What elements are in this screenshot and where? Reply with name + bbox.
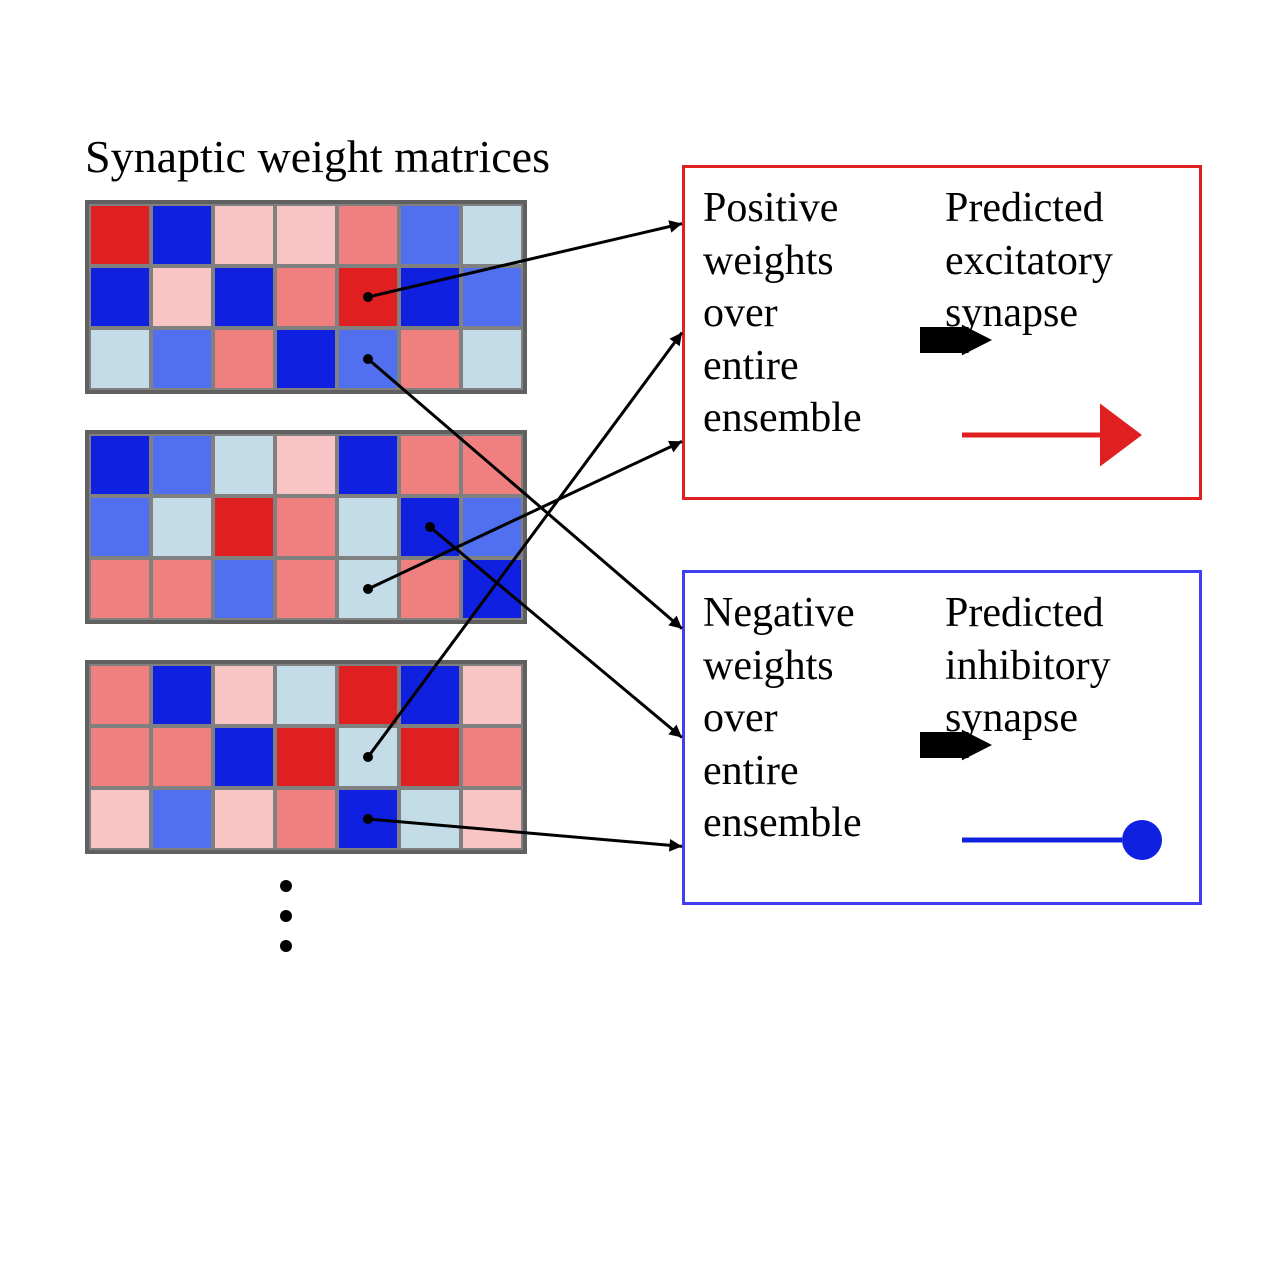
matrix-cell (399, 496, 461, 558)
matrix-cell (275, 496, 337, 558)
matrix-cell (461, 496, 523, 558)
matrix-cell (89, 558, 151, 620)
matrix-cell (399, 726, 461, 788)
matrix-cell (151, 496, 213, 558)
matrix-cell (337, 664, 399, 726)
matrix-cell (461, 558, 523, 620)
matrix-cell (337, 266, 399, 328)
positive-right-text: Predicted excitatory synapse (945, 182, 1113, 340)
matrix-cell (275, 204, 337, 266)
matrix-cell (89, 204, 151, 266)
matrix-cell (399, 266, 461, 328)
matrix-cell (213, 726, 275, 788)
matrix-cell (151, 434, 213, 496)
matrix-cell (89, 726, 151, 788)
matrix-cell (461, 204, 523, 266)
weight-matrix (85, 200, 527, 394)
ellipsis-dot (280, 910, 292, 922)
ellipsis-dot (280, 880, 292, 892)
matrix-cell (461, 266, 523, 328)
matrix-cell (275, 558, 337, 620)
diagram-title: Synaptic weight matrices (85, 130, 550, 183)
matrix-cell (461, 664, 523, 726)
matrix-cell (337, 788, 399, 850)
matrix-cell (337, 558, 399, 620)
matrix-cell (213, 266, 275, 328)
weight-matrix (85, 660, 527, 854)
matrix-cell (89, 328, 151, 390)
positive-left-text: Positive weights over entire ensemble (703, 182, 862, 445)
matrix-cell (89, 496, 151, 558)
matrix-cell (151, 328, 213, 390)
matrix-cell (337, 726, 399, 788)
negative-left-text: Negative weights over entire ensemble (703, 587, 862, 850)
matrix-cell (213, 434, 275, 496)
matrix-cell (337, 496, 399, 558)
matrix-cell (399, 204, 461, 266)
matrix-cell (275, 664, 337, 726)
matrix-cell (213, 328, 275, 390)
matrix-cell (399, 434, 461, 496)
matrix-cell (213, 788, 275, 850)
matrix-cell (89, 434, 151, 496)
matrix-cell (213, 496, 275, 558)
matrix-cell (275, 434, 337, 496)
matrix-cell (337, 204, 399, 266)
matrix-cell (89, 664, 151, 726)
matrix-cell (399, 664, 461, 726)
matrix-cell (275, 726, 337, 788)
weight-matrix (85, 430, 527, 624)
matrix-cell (399, 558, 461, 620)
matrix-cell (151, 204, 213, 266)
matrix-cell (151, 664, 213, 726)
matrix-cell (337, 434, 399, 496)
positive-panel: Positive weights over entire ensemble Pr… (682, 165, 1202, 500)
negative-panel: Negative weights over entire ensemble Pr… (682, 570, 1202, 905)
diagram-stage: Synaptic weight matrices Positive weight… (0, 0, 1280, 1280)
matrix-cell (151, 788, 213, 850)
matrix-cell (151, 558, 213, 620)
matrix-cell (275, 788, 337, 850)
matrix-cell (151, 266, 213, 328)
matrix-cell (213, 558, 275, 620)
matrix-cell (275, 266, 337, 328)
matrix-cell (461, 328, 523, 390)
matrix-cell (461, 788, 523, 850)
matrix-cell (213, 204, 275, 266)
matrix-cell (399, 788, 461, 850)
matrix-cell (461, 726, 523, 788)
matrix-cell (399, 328, 461, 390)
matrix-cell (275, 328, 337, 390)
matrix-cell (151, 726, 213, 788)
matrix-cell (213, 664, 275, 726)
ellipsis-dot (280, 940, 292, 952)
matrix-cell (89, 788, 151, 850)
negative-right-text: Predicted inhibitory synapse (945, 587, 1111, 745)
matrix-cell (461, 434, 523, 496)
ellipsis-icon (280, 880, 292, 952)
matrix-cell (89, 266, 151, 328)
matrix-cell (337, 328, 399, 390)
